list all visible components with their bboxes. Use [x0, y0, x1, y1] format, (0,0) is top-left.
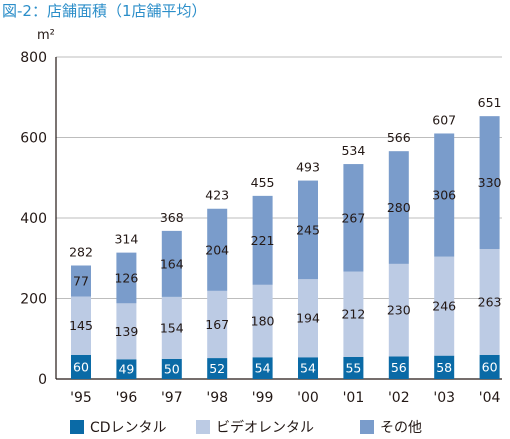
x-tick-label-8: '03 [433, 390, 455, 406]
data-label-2-4: 221 [251, 233, 275, 248]
data-label-2-0: 77 [73, 273, 89, 288]
data-label-2-8: 306 [432, 188, 456, 203]
bar-segment-0-8 [434, 355, 455, 379]
data-label-1-3: 167 [205, 317, 229, 332]
data-label-2-2: 164 [160, 256, 184, 271]
data-label-2-3: 204 [205, 242, 229, 257]
bar-segment-1-0 [71, 296, 91, 355]
bar-segment-0-6 [343, 356, 364, 379]
figure-title: 図-2：店舗面積（1店舗平均） [2, 2, 207, 20]
y-tick-label-200: 200 [20, 292, 47, 308]
y-axis-unit: m² [37, 28, 55, 43]
x-tick-label-1: '96 [116, 390, 138, 406]
bar-segment-1-7 [388, 263, 409, 357]
bar-segment-0-2 [161, 358, 182, 379]
data-label-2-5: 245 [296, 222, 320, 237]
bar-segment-1-9 [479, 248, 500, 355]
data-label-1-1: 139 [114, 324, 138, 339]
bar-segment-2-3 [207, 208, 228, 291]
bar-segment-1-2 [161, 296, 182, 359]
bar-segment-1-5 [298, 279, 318, 358]
bar-segment-0-9 [479, 354, 500, 379]
total-label-4: 455 [251, 175, 275, 190]
total-label-6: 534 [341, 143, 365, 158]
data-label-2-1: 126 [114, 270, 138, 285]
bar-segment-1-8 [434, 256, 455, 356]
data-label-1-2: 154 [160, 320, 184, 335]
data-label-0-4: 54 [255, 361, 271, 376]
data-label-2-9: 330 [478, 175, 502, 190]
x-tick-label-6: '01 [343, 390, 365, 406]
total-label-2: 368 [160, 210, 184, 225]
data-label-1-8: 246 [432, 299, 456, 314]
legend-label-1: ビデオレンタル [216, 419, 314, 436]
total-label-7: 566 [387, 130, 411, 145]
data-label-1-9: 263 [478, 294, 502, 309]
bar-segment-2-8 [434, 133, 455, 257]
total-label-0: 282 [69, 244, 93, 259]
legend-swatch-1 [196, 420, 210, 434]
data-label-0-3: 52 [209, 361, 225, 376]
x-tick-label-5: '00 [297, 390, 319, 406]
total-label-5: 493 [296, 160, 320, 175]
bar-segment-2-5 [298, 180, 318, 280]
data-label-0-8: 58 [436, 360, 452, 375]
bar-segment-2-2 [161, 230, 182, 297]
bar-segment-2-4 [252, 195, 273, 285]
bar-segment-2-1 [116, 252, 137, 304]
y-tick-label-600: 600 [20, 131, 47, 147]
legend-swatch-0 [70, 420, 84, 434]
total-label-1: 314 [114, 232, 138, 247]
bar-segment-2-9 [479, 116, 500, 249]
data-label-0-2: 50 [164, 361, 180, 376]
bar-segment-0-0 [71, 354, 91, 379]
y-tick-label-400: 400 [20, 211, 47, 227]
x-tick-label-2: '97 [161, 390, 183, 406]
data-label-1-0: 145 [69, 318, 93, 333]
bar-segment-0-3 [207, 358, 228, 379]
y-tick-label-0: 0 [38, 372, 47, 388]
x-tick-label-3: '98 [206, 390, 228, 406]
data-label-0-9: 60 [482, 359, 498, 374]
data-label-2-6: 267 [341, 210, 365, 225]
data-label-1-4: 180 [251, 314, 275, 329]
bar-segment-1-3 [207, 290, 228, 359]
total-label-8: 607 [432, 112, 456, 127]
x-tick-label-4: '99 [252, 390, 274, 406]
bar-segment-0-1 [116, 359, 137, 379]
bar-segment-0-7 [388, 356, 409, 379]
x-tick-label-0: '95 [70, 390, 92, 406]
bar-segment-0-4 [252, 357, 273, 379]
data-label-1-6: 212 [341, 307, 365, 322]
x-tick-label-9: '04 [479, 390, 501, 406]
bar-segment-0-5 [298, 357, 318, 379]
bar-segment-2-6 [343, 164, 364, 272]
bar-segment-1-6 [343, 271, 364, 357]
data-label-1-7: 230 [387, 303, 411, 318]
legend-swatch-2 [360, 420, 374, 434]
legend-label-0: CDレンタル [90, 420, 167, 436]
data-label-2-7: 280 [387, 200, 411, 215]
data-label-0-0: 60 [73, 359, 89, 374]
bar-segment-1-1 [116, 303, 137, 360]
data-label-0-1: 49 [118, 362, 134, 377]
data-label-1-5: 194 [296, 311, 320, 326]
total-label-3: 423 [205, 188, 229, 203]
x-tick-label-7: '02 [388, 390, 410, 406]
bar-segment-2-7 [388, 151, 409, 264]
data-label-0-7: 56 [391, 360, 407, 375]
total-label-9: 651 [478, 95, 502, 110]
bar-segment-1-4 [252, 284, 273, 358]
bar-segment-2-0 [71, 265, 91, 297]
data-label-0-6: 55 [345, 360, 361, 375]
data-label-0-5: 54 [300, 361, 316, 376]
legend-label-2: その他 [380, 420, 422, 436]
y-tick-label-800: 800 [20, 50, 47, 66]
